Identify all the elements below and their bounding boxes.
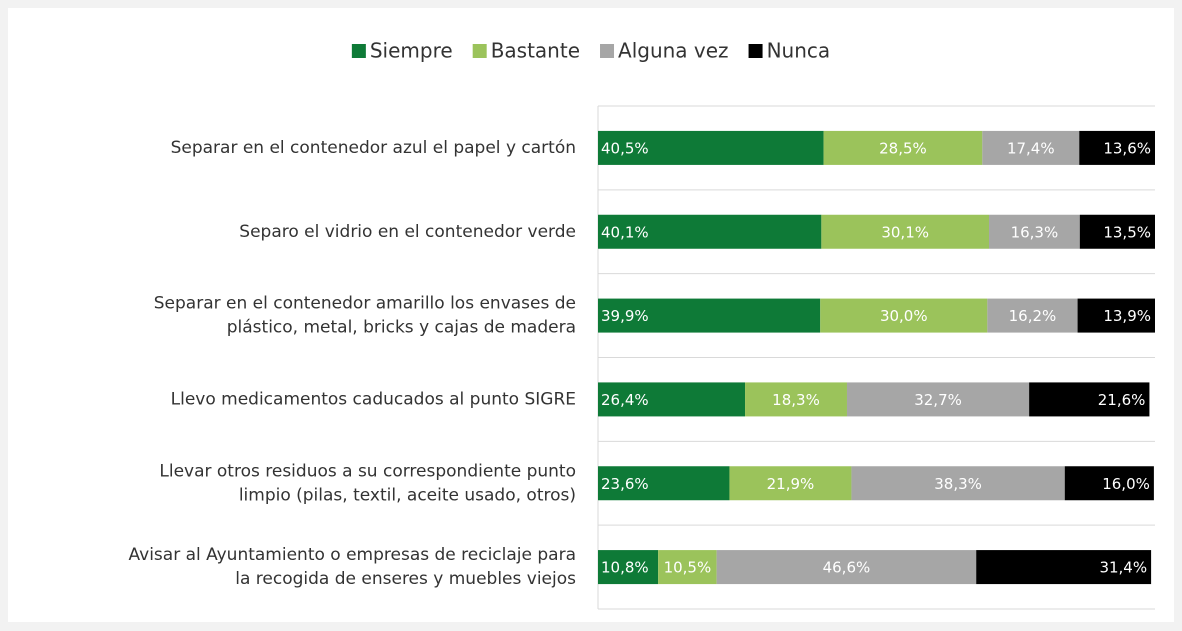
bar-segment: [745, 382, 847, 417]
legend-label: Alguna vez: [618, 39, 729, 63]
bar-segment: [851, 466, 1065, 501]
bar-segment: [846, 382, 1030, 417]
bar-segment: [1077, 298, 1155, 333]
bar-segment: [821, 214, 990, 249]
legend-swatch: [351, 44, 366, 58]
bar-segment: [598, 382, 746, 417]
bar-segment: [1029, 382, 1150, 417]
value-label: 30,1%: [881, 223, 929, 241]
value-label: 10,5%: [664, 559, 712, 577]
value-label: 31,4%: [1099, 559, 1147, 577]
value-label: 21,9%: [767, 475, 815, 493]
value-label: 13,9%: [1103, 307, 1151, 325]
legend-swatch: [748, 44, 763, 58]
value-label: 17,4%: [1007, 139, 1055, 157]
value-label: 16,0%: [1102, 475, 1150, 493]
value-label: 40,5%: [601, 139, 649, 157]
value-label: 32,7%: [914, 391, 962, 409]
value-label: 10,8%: [601, 559, 649, 577]
bar-segment: [729, 466, 852, 501]
y-tick-label: Llevo medicamentos caducados al punto SI…: [171, 389, 576, 409]
value-label: 13,5%: [1103, 223, 1151, 241]
value-label: 21,6%: [1098, 391, 1146, 409]
value-label: 38,3%: [934, 475, 982, 493]
bar-segment: [820, 298, 988, 333]
value-label: 39,9%: [601, 307, 649, 325]
y-tick-label: Separar en el contenedor amarillo los en…: [154, 294, 576, 338]
bar-segment: [989, 214, 1080, 249]
legend-label: Bastante: [491, 39, 580, 63]
value-label: 40,1%: [601, 223, 649, 241]
y-tick-label: Avisar al Ayuntamiento o empresas de rec…: [129, 545, 577, 589]
bar-segment: [598, 130, 824, 165]
bar-segment: [1079, 214, 1155, 249]
value-label: 23,6%: [601, 475, 649, 493]
y-tick-label: Llevar otros residuos a su correspondien…: [159, 461, 576, 505]
bar-segment: [1079, 130, 1155, 165]
legend-label: Siempre: [370, 39, 453, 63]
bar-segment: [976, 550, 1152, 585]
value-label: 46,6%: [823, 559, 871, 577]
legend-swatch: [600, 44, 615, 58]
legend-label: Nunca: [767, 39, 831, 63]
bar-segment: [598, 466, 730, 501]
value-label: 30,0%: [880, 307, 928, 325]
value-label: 16,3%: [1011, 223, 1059, 241]
value-label: 18,3%: [772, 391, 820, 409]
bar-segment: [658, 550, 717, 585]
value-label: 13,6%: [1103, 139, 1151, 157]
bar-segment: [598, 214, 822, 249]
y-tick-label: Separo el vidrio en el contenedor verde: [239, 222, 576, 242]
value-label: 26,4%: [601, 391, 649, 409]
value-label: 28,5%: [879, 139, 927, 157]
y-tick-label: Separar en el contenedor azul el papel y…: [171, 138, 576, 158]
legend-swatch: [472, 44, 487, 58]
bar-segment: [1064, 466, 1154, 501]
bar-segment: [982, 130, 1080, 165]
bar-segment: [716, 550, 977, 585]
bar-segment: [598, 298, 821, 333]
value-label: 16,2%: [1009, 307, 1057, 325]
bar-segment: [598, 550, 659, 585]
bar-segment: [823, 130, 983, 165]
bar-segment: [987, 298, 1078, 333]
